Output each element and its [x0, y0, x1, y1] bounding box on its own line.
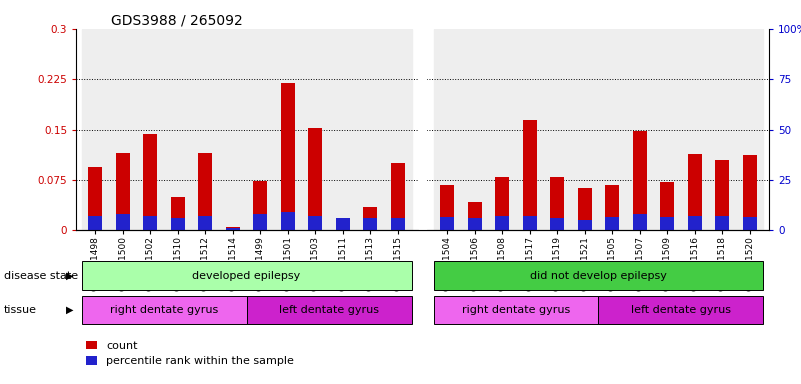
Bar: [247, 29, 274, 230]
Bar: [336, 218, 350, 230]
Text: left dentate gyrus: left dentate gyrus: [631, 305, 731, 315]
Bar: [116, 153, 130, 230]
Bar: [356, 29, 384, 230]
Bar: [660, 182, 674, 230]
Bar: [688, 216, 702, 230]
Bar: [654, 29, 681, 230]
Bar: [606, 217, 619, 230]
Bar: [743, 217, 757, 230]
Bar: [88, 167, 103, 230]
Bar: [199, 216, 212, 230]
Bar: [391, 218, 405, 230]
Text: developed epilepsy: developed epilepsy: [192, 270, 300, 281]
Bar: [516, 29, 544, 230]
Bar: [578, 188, 592, 230]
Bar: [281, 212, 295, 230]
Bar: [433, 296, 598, 324]
Bar: [274, 29, 301, 230]
Bar: [253, 181, 268, 230]
Bar: [468, 202, 481, 230]
Bar: [308, 216, 322, 230]
Bar: [544, 29, 571, 230]
Bar: [308, 128, 322, 230]
Bar: [88, 216, 103, 230]
Bar: [626, 29, 654, 230]
Bar: [550, 218, 564, 230]
Bar: [281, 83, 295, 230]
Bar: [633, 131, 646, 230]
Bar: [384, 29, 412, 230]
Bar: [495, 177, 509, 230]
Bar: [523, 216, 537, 230]
Bar: [433, 29, 461, 230]
Legend: count, percentile rank within the sample: count, percentile rank within the sample: [82, 336, 299, 371]
Bar: [598, 29, 626, 230]
Bar: [116, 214, 130, 230]
Text: right dentate gyrus: right dentate gyrus: [462, 305, 570, 315]
Text: left dentate gyrus: left dentate gyrus: [279, 305, 379, 315]
Bar: [688, 154, 702, 230]
Bar: [109, 29, 137, 230]
Bar: [743, 155, 757, 230]
Bar: [82, 261, 412, 290]
Bar: [364, 207, 377, 230]
Bar: [391, 163, 405, 230]
Bar: [247, 296, 412, 324]
Text: ▶: ▶: [66, 305, 73, 315]
Bar: [433, 261, 763, 290]
Bar: [171, 197, 185, 230]
Text: right dentate gyrus: right dentate gyrus: [110, 305, 218, 315]
Bar: [736, 29, 763, 230]
Bar: [191, 29, 219, 230]
Bar: [336, 218, 350, 230]
Bar: [489, 29, 516, 230]
Bar: [633, 214, 646, 230]
Text: tissue: tissue: [4, 305, 37, 315]
Text: did not develop epilepsy: did not develop epilepsy: [530, 270, 667, 281]
Bar: [571, 29, 598, 230]
Bar: [681, 29, 708, 230]
Text: ▶: ▶: [66, 270, 73, 281]
Bar: [550, 177, 564, 230]
Bar: [164, 29, 191, 230]
Bar: [143, 134, 157, 230]
Bar: [660, 217, 674, 230]
Bar: [82, 29, 109, 230]
Bar: [578, 220, 592, 230]
Bar: [468, 218, 481, 230]
Bar: [708, 29, 736, 230]
Bar: [199, 153, 212, 230]
Bar: [301, 29, 329, 230]
Bar: [143, 216, 157, 230]
Bar: [137, 29, 164, 230]
Bar: [606, 185, 619, 230]
Bar: [715, 216, 729, 230]
Text: disease state: disease state: [4, 270, 78, 281]
Bar: [495, 216, 509, 230]
Bar: [523, 119, 537, 230]
Bar: [253, 214, 268, 230]
Bar: [598, 296, 763, 324]
Bar: [82, 296, 247, 324]
Bar: [171, 218, 185, 230]
Bar: [441, 185, 454, 230]
Bar: [715, 160, 729, 230]
Bar: [329, 29, 356, 230]
Bar: [441, 217, 454, 230]
Text: GDS3988 / 265092: GDS3988 / 265092: [111, 14, 243, 28]
Bar: [226, 228, 239, 230]
Bar: [219, 29, 247, 230]
Bar: [226, 227, 239, 230]
Bar: [364, 218, 377, 230]
Bar: [461, 29, 489, 230]
